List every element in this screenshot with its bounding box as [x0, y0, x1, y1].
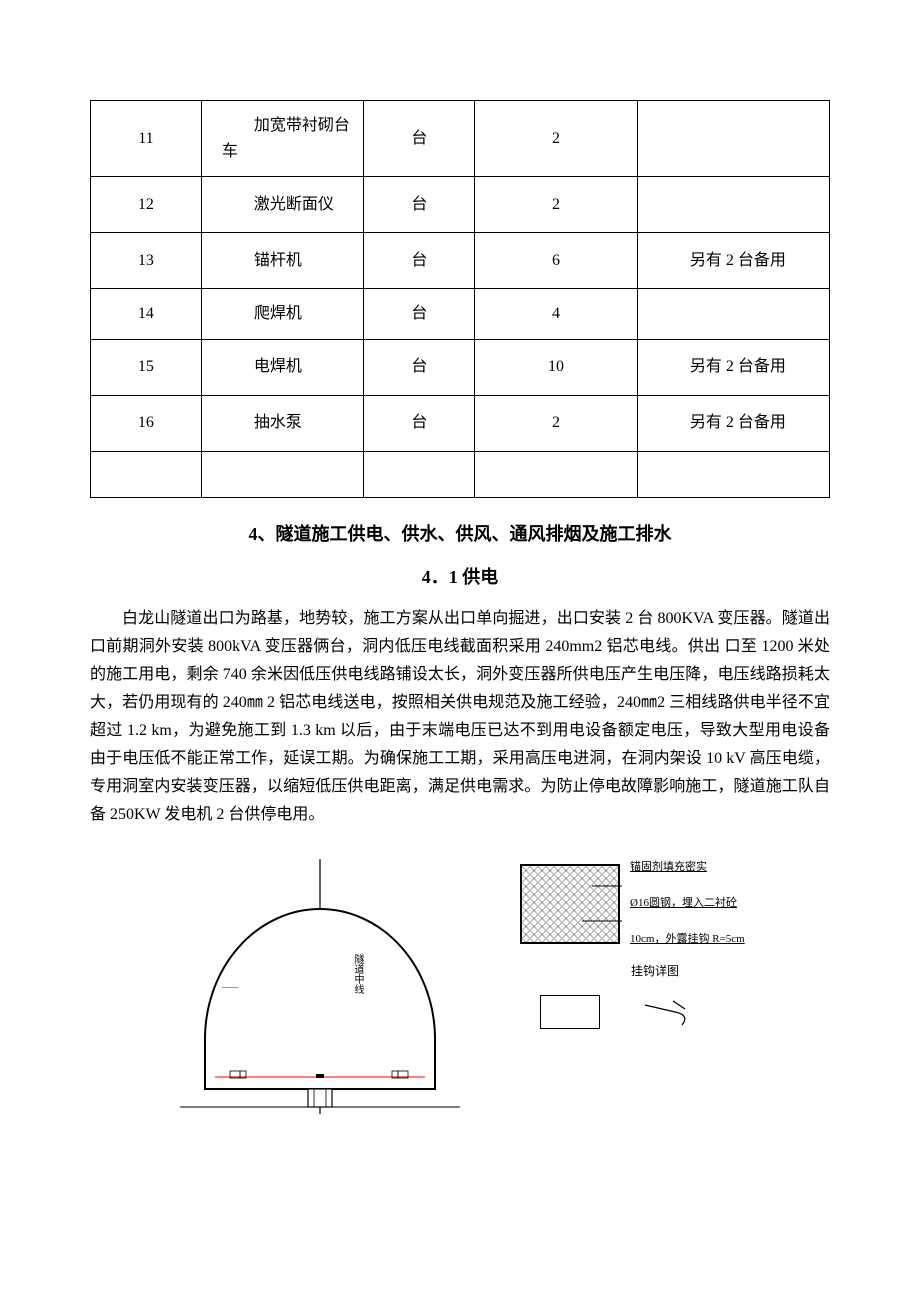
cell-remark — [637, 101, 829, 177]
cell-unit: 台 — [364, 289, 475, 340]
cell-qty: 2 — [475, 177, 638, 233]
cell-name: 抽水泵 — [201, 395, 364, 451]
detail-label-mid: Ø16圆钢，埋入二衬砼 — [630, 895, 745, 913]
table-row: 14 爬焊机 台 4 — [91, 289, 830, 340]
cell-no: 11 — [91, 101, 202, 177]
cell-unit: 台 — [364, 101, 475, 177]
cell-no: 14 — [91, 289, 202, 340]
cell-name: 激光断面仪 — [201, 177, 364, 233]
detail-label-top: 锚固剂填充密实 — [630, 859, 745, 877]
figure-area: —— 隧道中线 锚固剂填充密实 Ø16圆钢，埋入二衬砼 10cm，外露挂钩 R=… — [90, 859, 830, 1129]
cell-no: 12 — [91, 177, 202, 233]
cell-remark — [637, 451, 829, 497]
cell-remark: 另有 2 台备用 — [637, 395, 829, 451]
cell-no: 13 — [91, 233, 202, 289]
detail-label-bottom: 10cm，外露挂钩 R=5cm — [630, 931, 745, 949]
detail-top-row: 锚固剂填充密实 Ø16圆钢，埋入二衬砼 10cm，外露挂钩 R=5cm — [520, 859, 760, 948]
cell-qty: 6 — [475, 233, 638, 289]
cell-name: 电焊机 — [201, 339, 364, 395]
svg-text:——: —— — [221, 982, 239, 991]
section-subtitle: 4．1 供电 — [90, 563, 830, 592]
cell-qty: 4 — [475, 289, 638, 340]
cell-remark: 另有 2 台备用 — [637, 339, 829, 395]
hook-icon — [640, 997, 700, 1027]
cell-remark — [637, 177, 829, 233]
cell-unit: 台 — [364, 339, 475, 395]
tunnel-centerline-label: 隧道中线 — [349, 954, 365, 994]
table-row — [91, 451, 830, 497]
cell-remark — [637, 289, 829, 340]
table-row: 11 加宽带衬砌台车 台 2 — [91, 101, 830, 177]
cell-unit: 台 — [364, 395, 475, 451]
cell-name — [201, 451, 364, 497]
cell-qty: 2 — [475, 101, 638, 177]
detail-bottom-row — [540, 995, 760, 1029]
section-title: 4、隧道施工供电、供水、供风、通风排烟及施工排水 — [90, 520, 830, 549]
cell-unit: 台 — [364, 233, 475, 289]
table-row: 13 锚杆机 台 6 另有 2 台备用 — [91, 233, 830, 289]
detail-title: 挂钩详图 — [550, 962, 760, 981]
hatch-lead-svg — [522, 866, 622, 946]
cell-qty: 10 — [475, 339, 638, 395]
hatch-box — [520, 864, 620, 944]
table-row: 15 电焊机 台 10 另有 2 台备用 — [91, 339, 830, 395]
cell-no: 16 — [91, 395, 202, 451]
cell-qty: 2 — [475, 395, 638, 451]
tunnel-cross-section-diagram: —— 隧道中线 — [160, 859, 480, 1129]
table-row: 12 激光断面仪 台 2 — [91, 177, 830, 233]
section-paragraph: 白龙山隧道出口为路基，地势较，施工方案从出口单向掘进，出口安装 2 台 800K… — [90, 605, 830, 829]
equipment-table: 11 加宽带衬砌台车 台 2 12 激光断面仪 台 2 13 锚杆机 台 6 另… — [90, 100, 830, 498]
cell-name: 加宽带衬砌台车 — [201, 101, 364, 177]
cell-name: 锚杆机 — [201, 233, 364, 289]
tunnel-svg: —— — [160, 859, 480, 1129]
hook-detail-diagram: 锚固剂填充密实 Ø16圆钢，埋入二衬砼 10cm，外露挂钩 R=5cm 挂钩详图 — [520, 859, 760, 1029]
cell-no — [91, 451, 202, 497]
table-row: 16 抽水泵 台 2 另有 2 台备用 — [91, 395, 830, 451]
cell-no: 15 — [91, 339, 202, 395]
cell-remark: 另有 2 台备用 — [637, 233, 829, 289]
cell-unit — [364, 451, 475, 497]
equipment-table-body: 11 加宽带衬砌台车 台 2 12 激光断面仪 台 2 13 锚杆机 台 6 另… — [91, 101, 830, 498]
small-box — [540, 995, 600, 1029]
cell-qty — [475, 451, 638, 497]
cell-name: 爬焊机 — [201, 289, 364, 340]
cell-unit: 台 — [364, 177, 475, 233]
